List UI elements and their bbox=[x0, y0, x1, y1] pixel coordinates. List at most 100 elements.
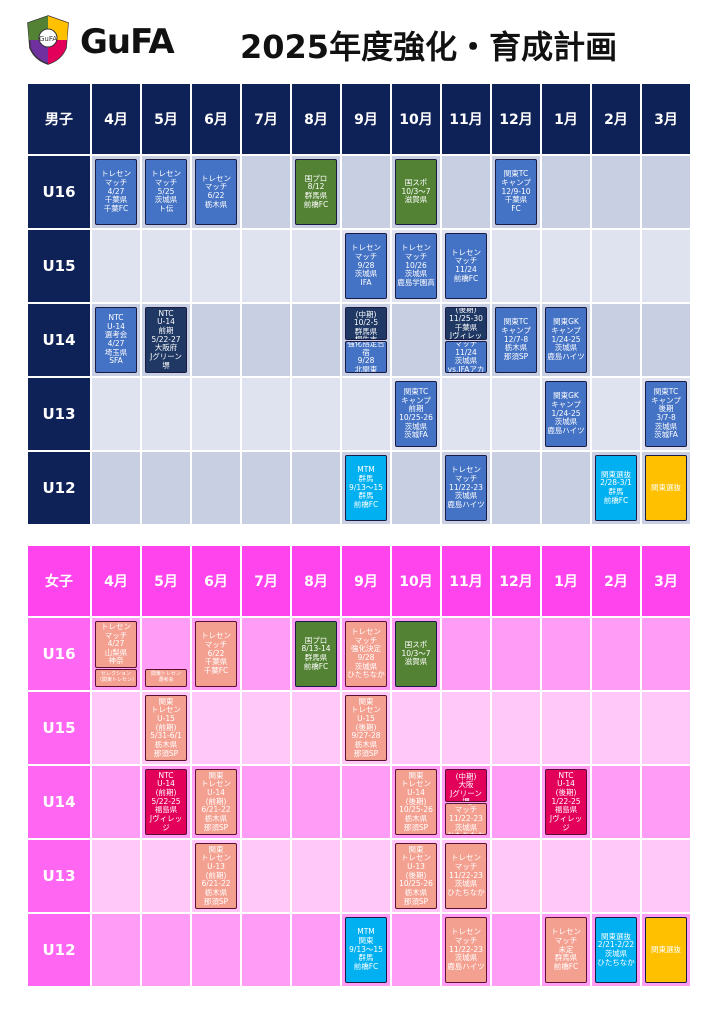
male-row-u15: U15 トレセン マッチ 9/28 茨城県 IFA トレセン マッチ 10/26… bbox=[28, 230, 690, 302]
schedule-cell bbox=[392, 692, 440, 764]
month-header: 12月 bbox=[492, 84, 540, 154]
schedule-cell bbox=[642, 840, 690, 912]
schedule-cell bbox=[592, 378, 640, 450]
schedule-cell bbox=[92, 766, 140, 838]
female-section-label: 女子 bbox=[28, 546, 90, 616]
event-card[interactable]: トレセン マッチ 未定 群馬県 前橋FC bbox=[545, 917, 587, 983]
event-card[interactable]: NTC U-14 (後期) 11/25-30 千葉県 Jヴィレッジ bbox=[445, 307, 487, 340]
event-card[interactable]: トレセン マッチ 6/22 千葉県 千葉FC bbox=[195, 621, 237, 687]
event-card[interactable]: 関東選抜 2/28-3/1 群馬 前橋FC bbox=[595, 455, 637, 521]
row-label: U14 bbox=[28, 304, 90, 376]
event-card[interactable]: トレセン マッチ 4/27 千葉県 千葉FC bbox=[95, 159, 137, 225]
event-card[interactable]: 関東GK キャンプ 1/24-25 茨城県 鹿島ハイツ bbox=[545, 307, 587, 373]
event-card[interactable]: 関東選抜 2/21-2/22 茨城県 ひたちなか bbox=[595, 917, 637, 983]
schedule-cell bbox=[492, 618, 540, 690]
event-card[interactable]: 国スポ 10/3～7 滋賀県 bbox=[395, 621, 437, 687]
event-card[interactable]: 関東TC キャンプ 後期 3/7-8 茨城県 茨城FA bbox=[645, 381, 687, 447]
event-card[interactable]: 関東GK キャンプ 1/24-25 茨城県 鹿島ハイツ bbox=[545, 381, 587, 447]
event-card[interactable]: トレセン マッチ 11/22-23 茨城県 ひたちなか bbox=[445, 803, 487, 835]
event-card[interactable]: 関東トレセン 選考会 bbox=[145, 669, 187, 687]
schedule-cell: トレセン マッチ 4/27 千葉県 千葉FC bbox=[92, 156, 140, 228]
schedule-cell bbox=[242, 304, 290, 376]
event-card[interactable]: 関東 トレセン U-13 (後期) 10/25-26 栃木県 那須SP bbox=[395, 843, 437, 909]
event-card[interactable]: トレセン マッチ 11/24 前橋FC bbox=[445, 233, 487, 299]
event-card[interactable]: NTC U-14 選考会 4/27 埼玉県 SFA bbox=[95, 307, 137, 373]
event-card[interactable]: MTM 関東 9/13～15 群馬 前橋FC bbox=[345, 917, 387, 983]
month-header: 3月 bbox=[642, 84, 690, 154]
gufa-shield-logo: GuFA bbox=[27, 15, 69, 65]
schedule-cell bbox=[492, 452, 540, 524]
event-card[interactable]: トレセン マッチ 5/25 茨城県 ト伝 bbox=[145, 159, 187, 225]
event-card[interactable]: NTC U-14 (中期) 10/2-5 群馬県 桐生市 bbox=[345, 307, 387, 340]
month-header: 8月 bbox=[292, 546, 340, 616]
schedule-cell: 国プロ 8/12 群馬県 前橋FC bbox=[292, 156, 340, 228]
schedule-cell: 関東TC キャンプ 12/9-10 千葉県 FC bbox=[492, 156, 540, 228]
schedule-cell bbox=[492, 840, 540, 912]
schedule-cell bbox=[292, 840, 340, 912]
male-section-label: 男子 bbox=[28, 84, 90, 154]
event-card[interactable]: 関東 トレセン U-14 (前期) 6/21-22 栃木県 那須SP bbox=[195, 769, 237, 835]
event-card[interactable]: トレセン マッチ 6/22 栃木県 bbox=[195, 159, 237, 225]
event-card[interactable]: トレセン マッチ 11/22-23 茨城県 鹿島ハイツ bbox=[445, 917, 487, 983]
month-header: 2月 bbox=[592, 546, 640, 616]
schedule-cell: トレセン マッチ 9/28 茨城県 IFA bbox=[342, 230, 390, 302]
event-card[interactable]: トレセン マッチ 11/24 茨城県 vs.JFAアカデミー bbox=[445, 341, 487, 373]
schedule-cell bbox=[492, 692, 540, 764]
schedule-cell: トレセン マッチ 未定 群馬県 前橋FC bbox=[542, 914, 590, 986]
schedule-cell: 関東GK キャンプ 1/24-25 茨城県 鹿島ハイツ bbox=[542, 378, 590, 450]
event-card[interactable]: MTM 群馬 9/13～15 群馬 前橋FC bbox=[345, 455, 387, 521]
male-row-u12: U12 MTM 群馬 9/13～15 群馬 前橋FC トレセン マッチ 11/2… bbox=[28, 452, 690, 524]
schedule-cell bbox=[492, 378, 540, 450]
event-card[interactable]: トレセン マッチ 10/26 茨城県 鹿島学園高 bbox=[395, 233, 437, 299]
schedule-cell bbox=[542, 230, 590, 302]
schedule-cell bbox=[542, 692, 590, 764]
schedule-cell: 関東 トレセン U-13 (後期) 10/25-26 栃木県 那須SP bbox=[392, 840, 440, 912]
schedule-cell bbox=[592, 618, 640, 690]
event-card[interactable]: NTC U-14 前期 5/22-27 大阪府 Jグリーン堺 bbox=[145, 307, 187, 373]
event-card[interactable]: 関東 トレセン U-13 (前期) 6/21-22 栃木県 那須SP bbox=[195, 843, 237, 909]
row-label: U14 bbox=[28, 766, 90, 838]
event-card[interactable]: トレセン マッチ 11/22-23 茨城県 ひたちなか bbox=[445, 843, 487, 909]
schedule-cell bbox=[542, 452, 590, 524]
event-card[interactable]: NTC U-14 (前期) 5/22-25 福島県 Jヴィレッジ bbox=[145, 769, 187, 835]
event-card[interactable]: NTC U-14 (中期) 大阪 Jグリーン堺 bbox=[445, 769, 487, 802]
event-card[interactable]: トレセン マッチ 強化決定 9/28 茨城県 ひたちなか bbox=[345, 621, 387, 687]
schedule-cell bbox=[642, 618, 690, 690]
event-card[interactable]: トレセン マッチ 11/22-23 茨城県 鹿島ハイツ bbox=[445, 455, 487, 521]
schedule-cell bbox=[392, 452, 440, 524]
event-card[interactable]: 国スポ 10/3～7 滋賀県 bbox=[395, 159, 437, 225]
schedule-cell bbox=[592, 766, 640, 838]
schedule-cell bbox=[192, 914, 240, 986]
row-label: U12 bbox=[28, 914, 90, 986]
schedule-cell: トレセン マッチ 4/27 山梨県 神奈 セレクション （関東トレセン） bbox=[92, 618, 140, 690]
schedule-cell bbox=[92, 230, 140, 302]
event-card[interactable]: 国プロ 8/13-14 群馬県 前橋FC bbox=[295, 621, 337, 687]
event-card[interactable]: 国プロ 8/12 群馬県 前橋FC bbox=[295, 159, 337, 225]
schedule-cell bbox=[642, 230, 690, 302]
schedule-cell: NTC U-14 (後期) 11/25-30 千葉県 Jヴィレッジ トレセン マ… bbox=[442, 304, 490, 376]
schedule-cell bbox=[592, 304, 640, 376]
event-card[interactable]: トレセン マッチ 4/27 山梨県 神奈 bbox=[95, 621, 137, 668]
schedule-cell bbox=[292, 230, 340, 302]
schedule-cell bbox=[242, 452, 290, 524]
schedule-cell bbox=[242, 156, 290, 228]
event-card[interactable]: トレセン マッチ 9/28 茨城県 IFA bbox=[345, 233, 387, 299]
event-card[interactable]: NTC U-14 強化指定合宿 9/28 北関東 くるみ平 bbox=[345, 341, 387, 373]
event-card[interactable]: 関東選抜 bbox=[645, 455, 687, 521]
event-card[interactable]: 関東TC キャンプ 前期 10/25-26 茨城県 茨城FA bbox=[395, 381, 437, 447]
page-title: 2025年度強化・育成計画 bbox=[240, 28, 618, 66]
event-card[interactable]: NTC U-14 (後期) 1/22-25 福島県 Jヴィレッジ bbox=[545, 769, 587, 835]
female-row-u12: U12 MTM 関東 9/13～15 群馬 前橋FC トレセン マッチ 11/2… bbox=[28, 914, 690, 986]
svg-text:GuFA: GuFA bbox=[39, 35, 57, 43]
event-card[interactable]: 関東TC キャンプ 12/9-10 千葉県 FC bbox=[495, 159, 537, 225]
event-card[interactable]: 関東 トレセン U-15 (前期) 5/31-6/1 栃木県 那須SP bbox=[145, 695, 187, 761]
event-card[interactable]: 関東選抜 bbox=[645, 917, 687, 983]
schedule-cell: NTC U-14 選考会 4/27 埼玉県 SFA bbox=[92, 304, 140, 376]
month-header: 6月 bbox=[192, 546, 240, 616]
male-row-u13: U13 関東TC キャンプ 前期 10/25-26 茨城県 茨城FA 関東GK … bbox=[28, 378, 690, 450]
event-card[interactable]: 関東 トレセン U-15 (後期) 9/27-28 栃木県 那須SP bbox=[345, 695, 387, 761]
event-card[interactable]: 関東 トレセン U-14 (後期) 10/25-26 栃木県 那須SP bbox=[395, 769, 437, 835]
event-card[interactable]: セレクション （関東トレセン） bbox=[95, 669, 137, 687]
event-card[interactable]: 関東TC キャンプ 12/7-8 栃木県 那須SP bbox=[495, 307, 537, 373]
schedule-cell: トレセン マッチ 6/22 栃木県 bbox=[192, 156, 240, 228]
